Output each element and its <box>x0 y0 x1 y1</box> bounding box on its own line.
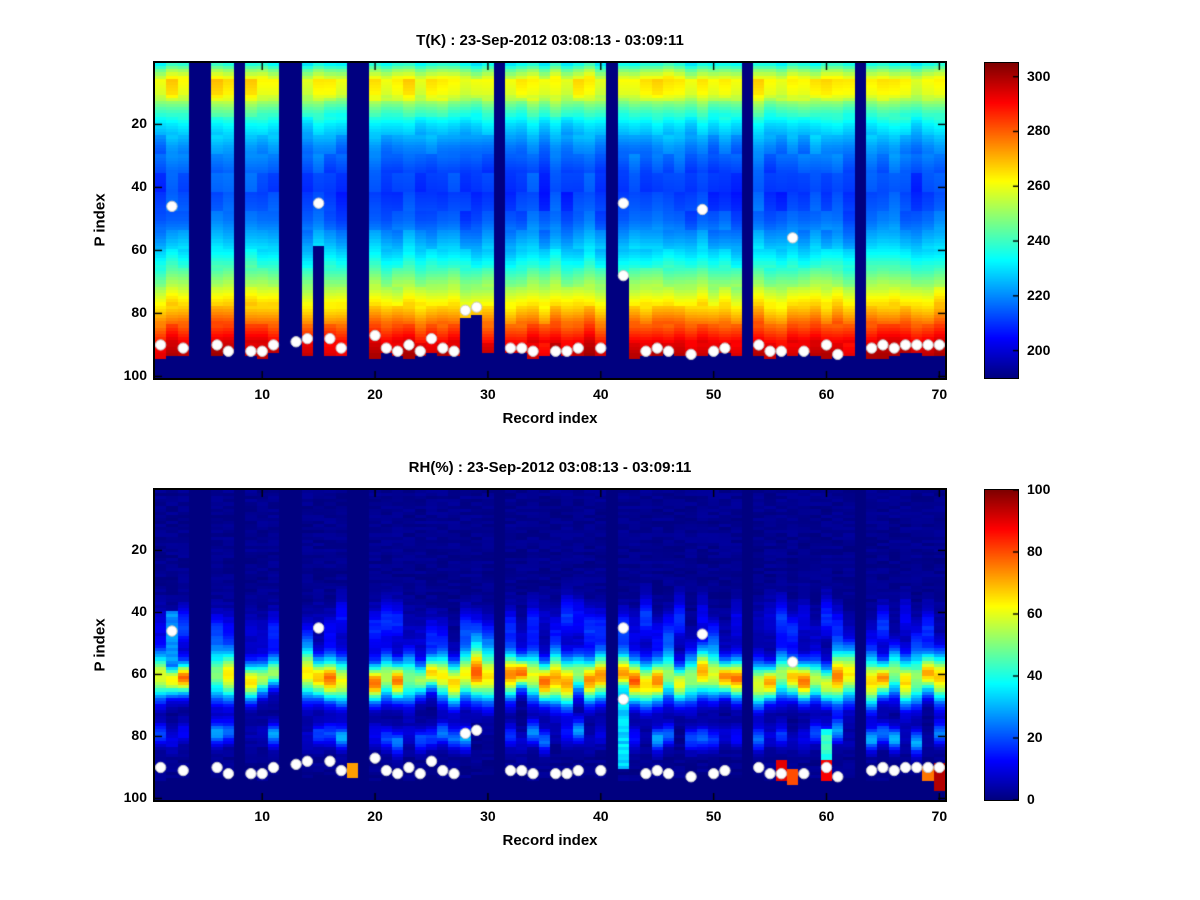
humidity-plot-title: RH(%) : 23-Sep-2012 03:08:13 - 03:09:11 <box>408 459 692 476</box>
colorbar-tick-label: 280 <box>1027 122 1051 139</box>
y-tick-label: 80 <box>131 727 147 744</box>
x-tick-label: 40 <box>592 386 609 402</box>
x-tick-label: 70 <box>931 808 948 824</box>
humidity-y-axis-label: P index <box>91 618 109 672</box>
y-tick-label: 80 <box>131 304 147 321</box>
x-tick-label: 70 <box>931 386 948 402</box>
temperature-y-axis-label: P index <box>91 193 109 247</box>
humidity-colorbar <box>984 489 1019 801</box>
x-tick-label: 50 <box>705 808 722 824</box>
y-tick-label: 20 <box>131 115 147 132</box>
colorbar-tick-label: 300 <box>1027 67 1051 84</box>
colorbar-tick-label: 240 <box>1027 232 1051 249</box>
colorbar-tick-label: 220 <box>1027 286 1051 303</box>
y-tick-label: 100 <box>123 789 147 806</box>
x-tick-label: 20 <box>367 808 383 824</box>
x-tick-label: 50 <box>705 386 722 402</box>
x-tick-label: 60 <box>818 386 835 402</box>
humidity-x-axis-label: Record index <box>502 832 598 849</box>
temperature-x-axis-label: Record index <box>502 410 598 427</box>
x-tick-label: 30 <box>480 808 496 824</box>
x-tick-label: 10 <box>254 386 270 402</box>
x-tick-label: 10 <box>254 808 270 824</box>
colorbar-tick-label: 40 <box>1027 667 1043 683</box>
y-tick-label: 40 <box>131 603 147 620</box>
x-tick-label: 20 <box>367 386 383 402</box>
colorbar-tick-label: 60 <box>1027 605 1043 621</box>
colorbar-tick-label: 0 <box>1027 791 1035 807</box>
colorbar-tick-label: 20 <box>1027 729 1043 745</box>
y-tick-label: 60 <box>131 665 147 682</box>
temperature-colorbar <box>984 62 1019 379</box>
x-tick-label: 40 <box>592 808 609 824</box>
humidity-heatmap-canvas <box>153 488 947 802</box>
y-tick-label: 20 <box>131 541 147 558</box>
temperature-plot-title: T(K) : 23-Sep-2012 03:08:13 - 03:09:11 <box>416 32 684 49</box>
colorbar-tick-label: 100 <box>1027 481 1051 497</box>
x-tick-label: 60 <box>818 808 835 824</box>
x-tick-label: 30 <box>480 386 496 402</box>
y-tick-label: 100 <box>123 367 147 384</box>
colorbar-tick-label: 200 <box>1027 341 1051 358</box>
temperature-heatmap-canvas <box>153 61 947 380</box>
colorbar-tick-label: 80 <box>1027 543 1043 559</box>
y-tick-label: 60 <box>131 241 147 258</box>
colorbar-tick-label: 260 <box>1027 177 1051 194</box>
y-tick-label: 40 <box>131 178 147 195</box>
